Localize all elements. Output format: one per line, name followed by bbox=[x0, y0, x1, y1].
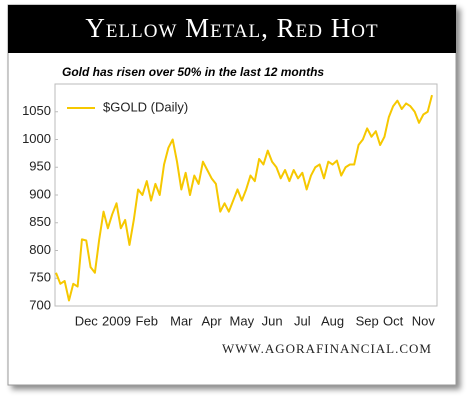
x-tick-label: Nov bbox=[412, 313, 436, 328]
y-tick-label: 800 bbox=[29, 242, 51, 257]
x-tick-label: Feb bbox=[136, 313, 158, 328]
y-tick-label: 1000 bbox=[22, 131, 51, 146]
title-bar bbox=[8, 5, 456, 53]
x-tick-label: 2009 bbox=[102, 313, 131, 328]
y-tick-label: 900 bbox=[29, 186, 51, 201]
y-tick-label: 950 bbox=[29, 159, 51, 174]
chart-subtitle: Gold has risen over 50% in the last 12 m… bbox=[62, 65, 324, 79]
y-tick-label: 1050 bbox=[22, 103, 51, 118]
series-line bbox=[55, 94, 433, 302]
x-tick-label: Jul bbox=[294, 313, 311, 328]
x-tick-label: Oct bbox=[383, 313, 404, 328]
x-tick-label: Sep bbox=[356, 313, 379, 328]
source: WWW.AGORAFINANCIAL.COM bbox=[222, 341, 432, 356]
y-tick-label: 850 bbox=[29, 214, 51, 229]
x-tick-label: May bbox=[230, 313, 255, 328]
chart-title: Yellow Metal, Red Hot bbox=[85, 13, 378, 43]
card bbox=[7, 4, 457, 386]
x-tick-label: Jun bbox=[262, 313, 283, 328]
y-tick-label: 750 bbox=[29, 270, 51, 285]
x-tick-label: Aug bbox=[321, 313, 344, 328]
x-tick-label: Mar bbox=[170, 313, 193, 328]
y-tick-label: 700 bbox=[29, 297, 51, 312]
x-tick-label: Dec bbox=[75, 313, 99, 328]
x-tick-label: Apr bbox=[201, 313, 222, 328]
legend-label: $GOLD (Daily) bbox=[103, 99, 188, 114]
